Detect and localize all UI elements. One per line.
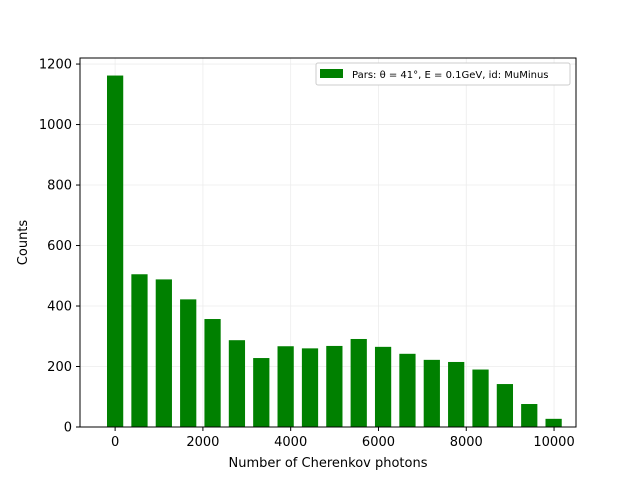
y-tick-label: 400	[47, 300, 72, 315]
bar	[106, 75, 124, 427]
bar	[277, 346, 294, 427]
bar	[423, 359, 440, 427]
bar	[448, 361, 465, 427]
x-tick-label: 2000	[186, 435, 219, 450]
x-axis-ticks: 0 2000 4000 6000 8000 10000	[111, 427, 575, 450]
y-tick-label: 600	[47, 239, 72, 254]
bar	[496, 384, 514, 427]
x-tick-label: 10000	[533, 435, 574, 450]
y-tick-label: 200	[47, 360, 72, 375]
legend: Pars: θ = 41°, E = 0.1GeV, id: MuMinus	[315, 62, 571, 86]
legend-swatch	[320, 69, 343, 78]
bar	[180, 299, 197, 427]
plot-frame	[79, 57, 577, 428]
y-tick-label: 1200	[39, 58, 72, 73]
bars	[106, 75, 562, 427]
bar	[399, 353, 416, 427]
x-tick-label: 8000	[450, 435, 483, 450]
y-tick-label: 0	[64, 421, 72, 436]
bar	[228, 340, 246, 427]
bar	[253, 358, 270, 427]
y-tick-label: 1000	[39, 118, 72, 133]
x-tick-label: 4000	[274, 435, 307, 450]
legend-box	[315, 62, 571, 86]
bar	[545, 418, 562, 427]
bar	[350, 338, 367, 427]
y-axis-ticks: 0 200 400 600 800 1000 1200	[39, 58, 80, 436]
bar	[301, 348, 319, 427]
bar	[131, 274, 148, 427]
bar	[204, 319, 221, 427]
y-tick-label: 800	[47, 179, 72, 194]
legend-label: Pars: θ = 41°, E = 0.1GeV, id: MuMinus	[352, 70, 549, 81]
y-axis-label: Counts	[16, 220, 31, 266]
bar	[326, 345, 343, 427]
bar	[521, 404, 538, 427]
x-axis-label: Number of Cherenkov photons	[229, 456, 428, 471]
bar	[155, 279, 172, 427]
x-tick-label: 0	[111, 435, 119, 450]
bar	[472, 369, 489, 427]
x-tick-label: 6000	[362, 435, 395, 450]
bar	[374, 346, 392, 427]
